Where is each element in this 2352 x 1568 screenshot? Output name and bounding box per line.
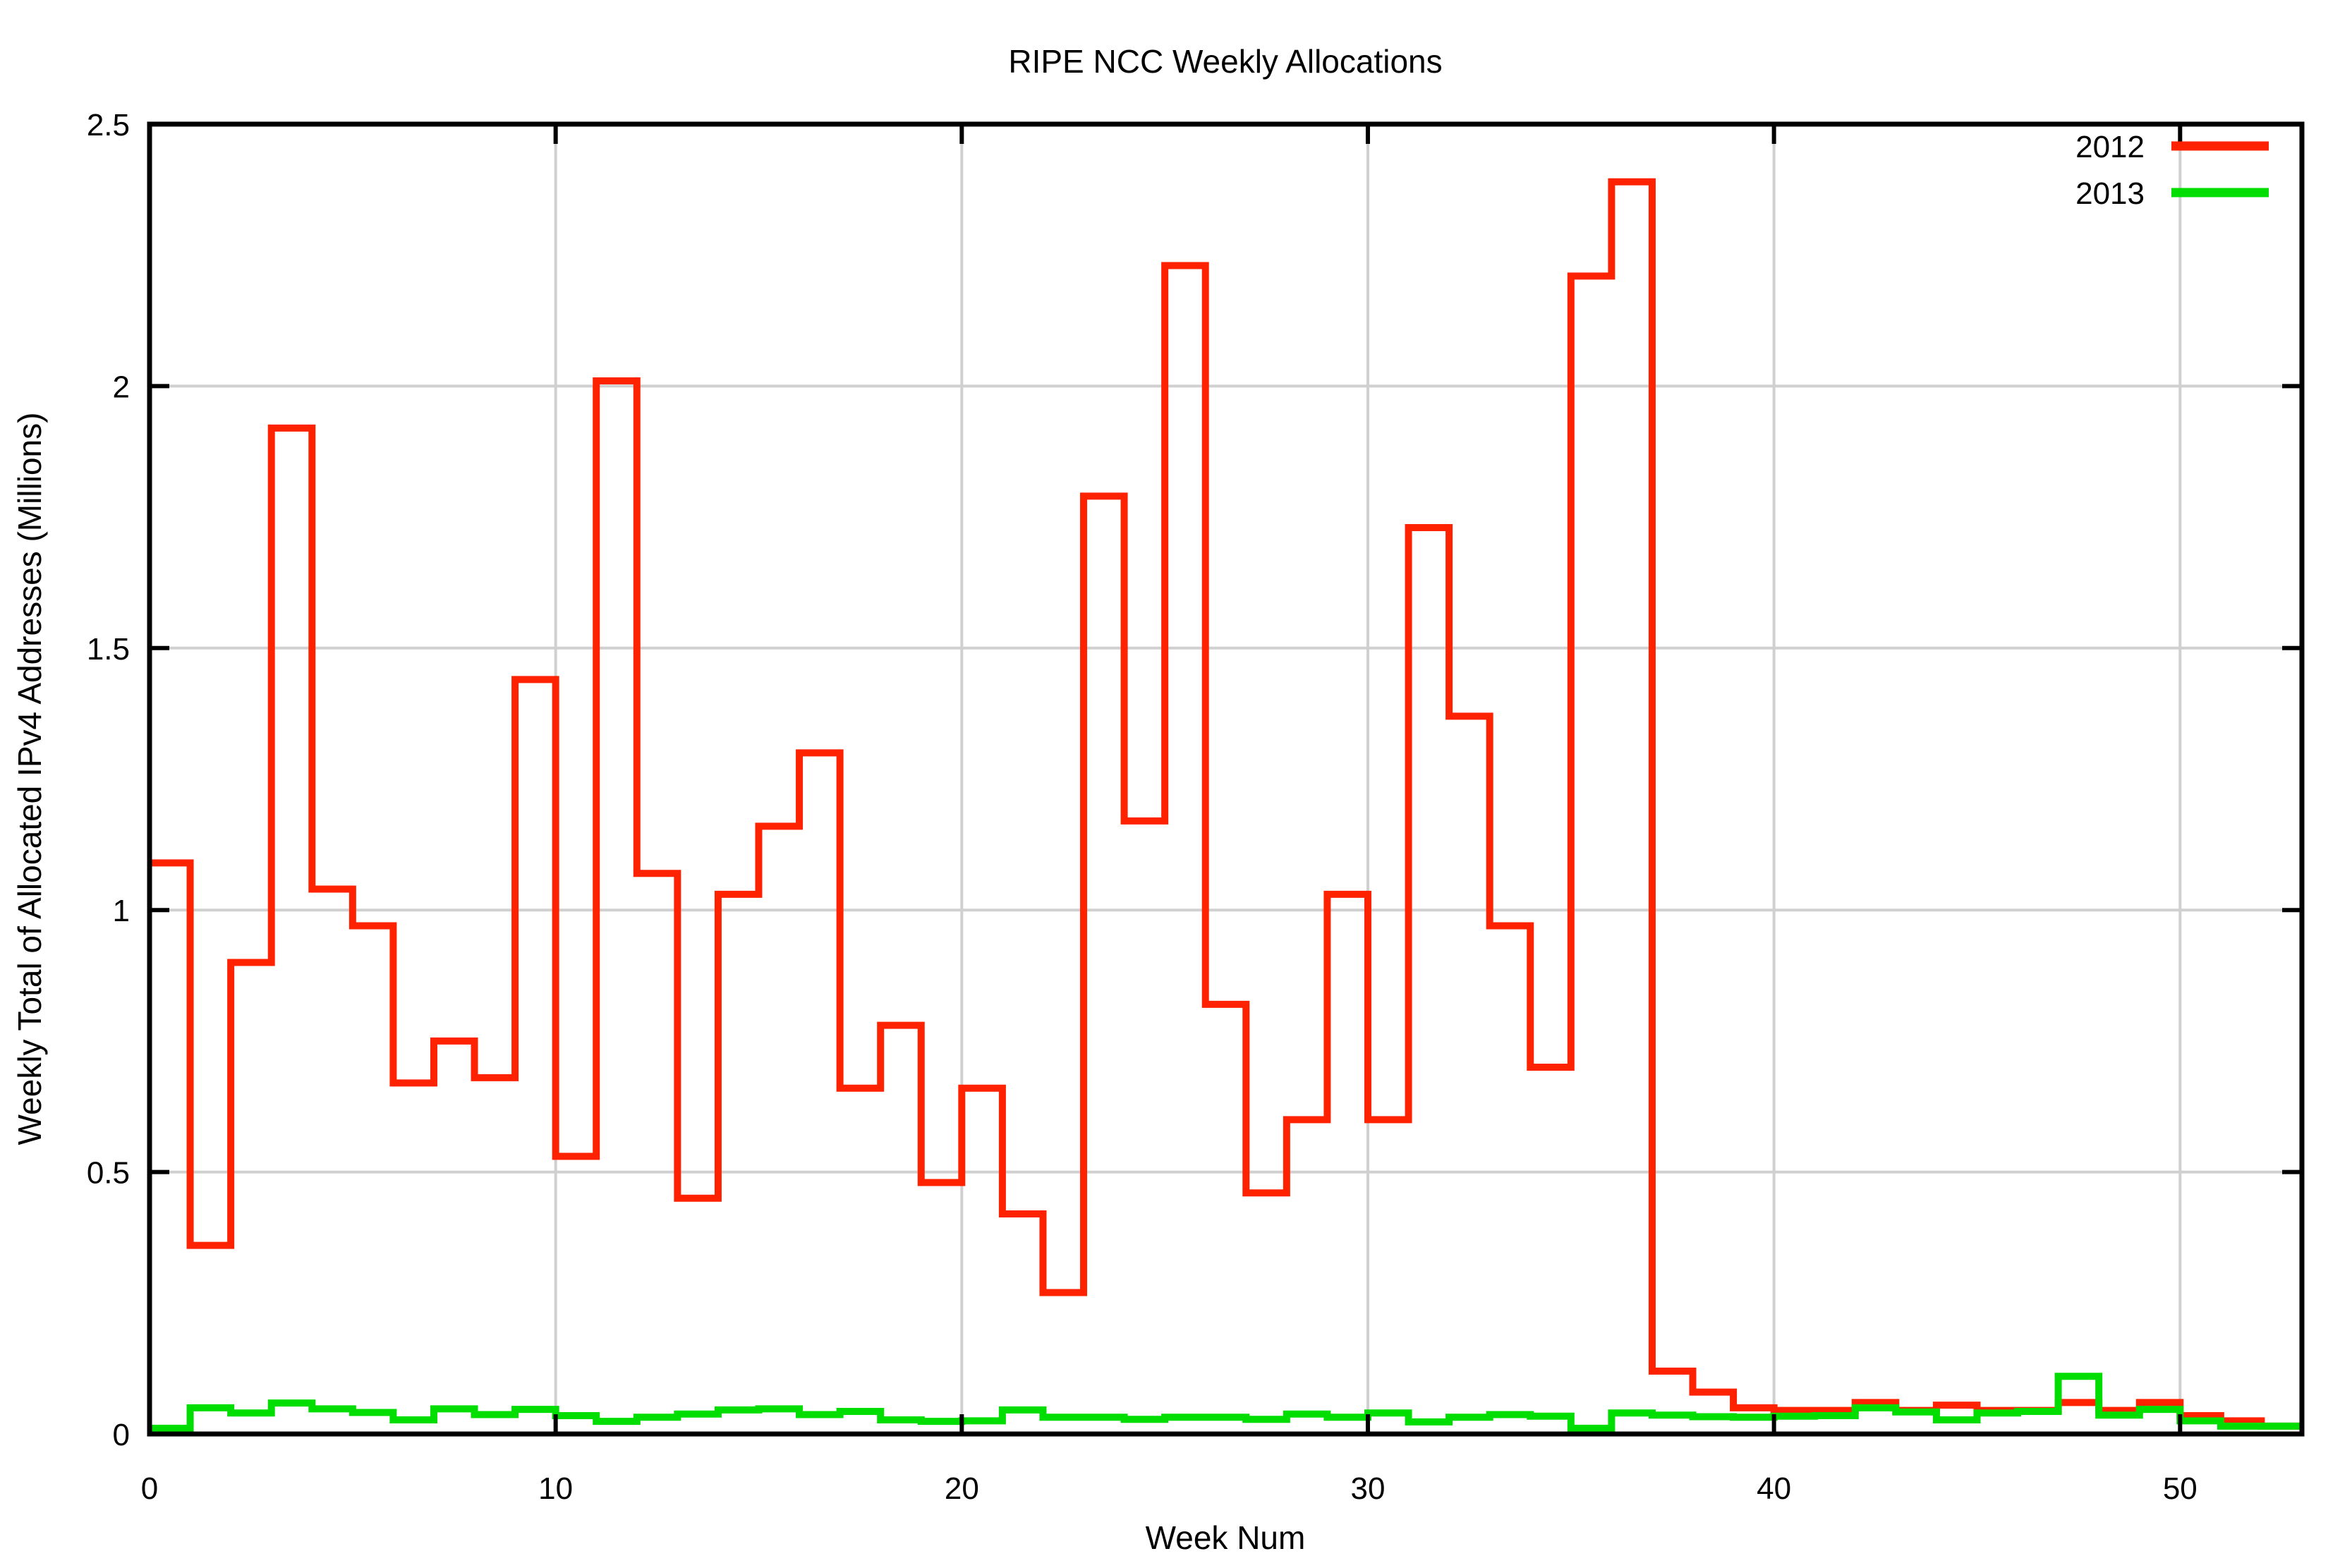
y-tick-label-0: 0 <box>113 1418 130 1452</box>
chart-title: RIPE NCC Weekly Allocations <box>1008 43 1442 80</box>
y-tick-label-1.5: 1.5 <box>87 632 130 667</box>
x-tick-label-10: 10 <box>538 1471 573 1506</box>
x-tick-label-0: 0 <box>141 1471 158 1506</box>
plot-border <box>147 121 2305 1437</box>
legend-label-2013: 2013 <box>2075 176 2145 211</box>
x-tick-label-40: 40 <box>1757 1471 1791 1506</box>
series-2013-line <box>150 1373 2302 1432</box>
grid-layer <box>150 124 2302 1434</box>
y-tick-label-0.5: 0.5 <box>87 1156 130 1191</box>
x-tick-label-50: 50 <box>2163 1471 2198 1506</box>
y-tick-label-2.5: 2.5 <box>87 108 130 142</box>
legend-label-2012: 2012 <box>2075 130 2145 164</box>
y-tick-label-2: 2 <box>113 370 130 404</box>
legend-entry-2013: 2013 <box>2075 176 2269 211</box>
y-tick-label-1: 1 <box>113 894 130 928</box>
legend-entry-2012: 2012 <box>2075 130 2269 164</box>
x-tick-label-20: 20 <box>945 1471 979 1506</box>
series-layer <box>150 178 2302 1432</box>
x-tick-label-30: 30 <box>1351 1471 1386 1506</box>
series-2012-line <box>150 178 2302 1430</box>
frame-layer <box>147 121 2305 1437</box>
x-axis-label: Week Num <box>1146 1519 1306 1556</box>
tick-label-layer: 0 10 20 30 40 50 0 0.5 1 1.5 2 2.5 <box>87 108 2198 1506</box>
y-axis-label: Weekly Total of Allocated IPv4 Addresses… <box>11 413 48 1145</box>
legend: 2012 2013 <box>2075 130 2269 211</box>
